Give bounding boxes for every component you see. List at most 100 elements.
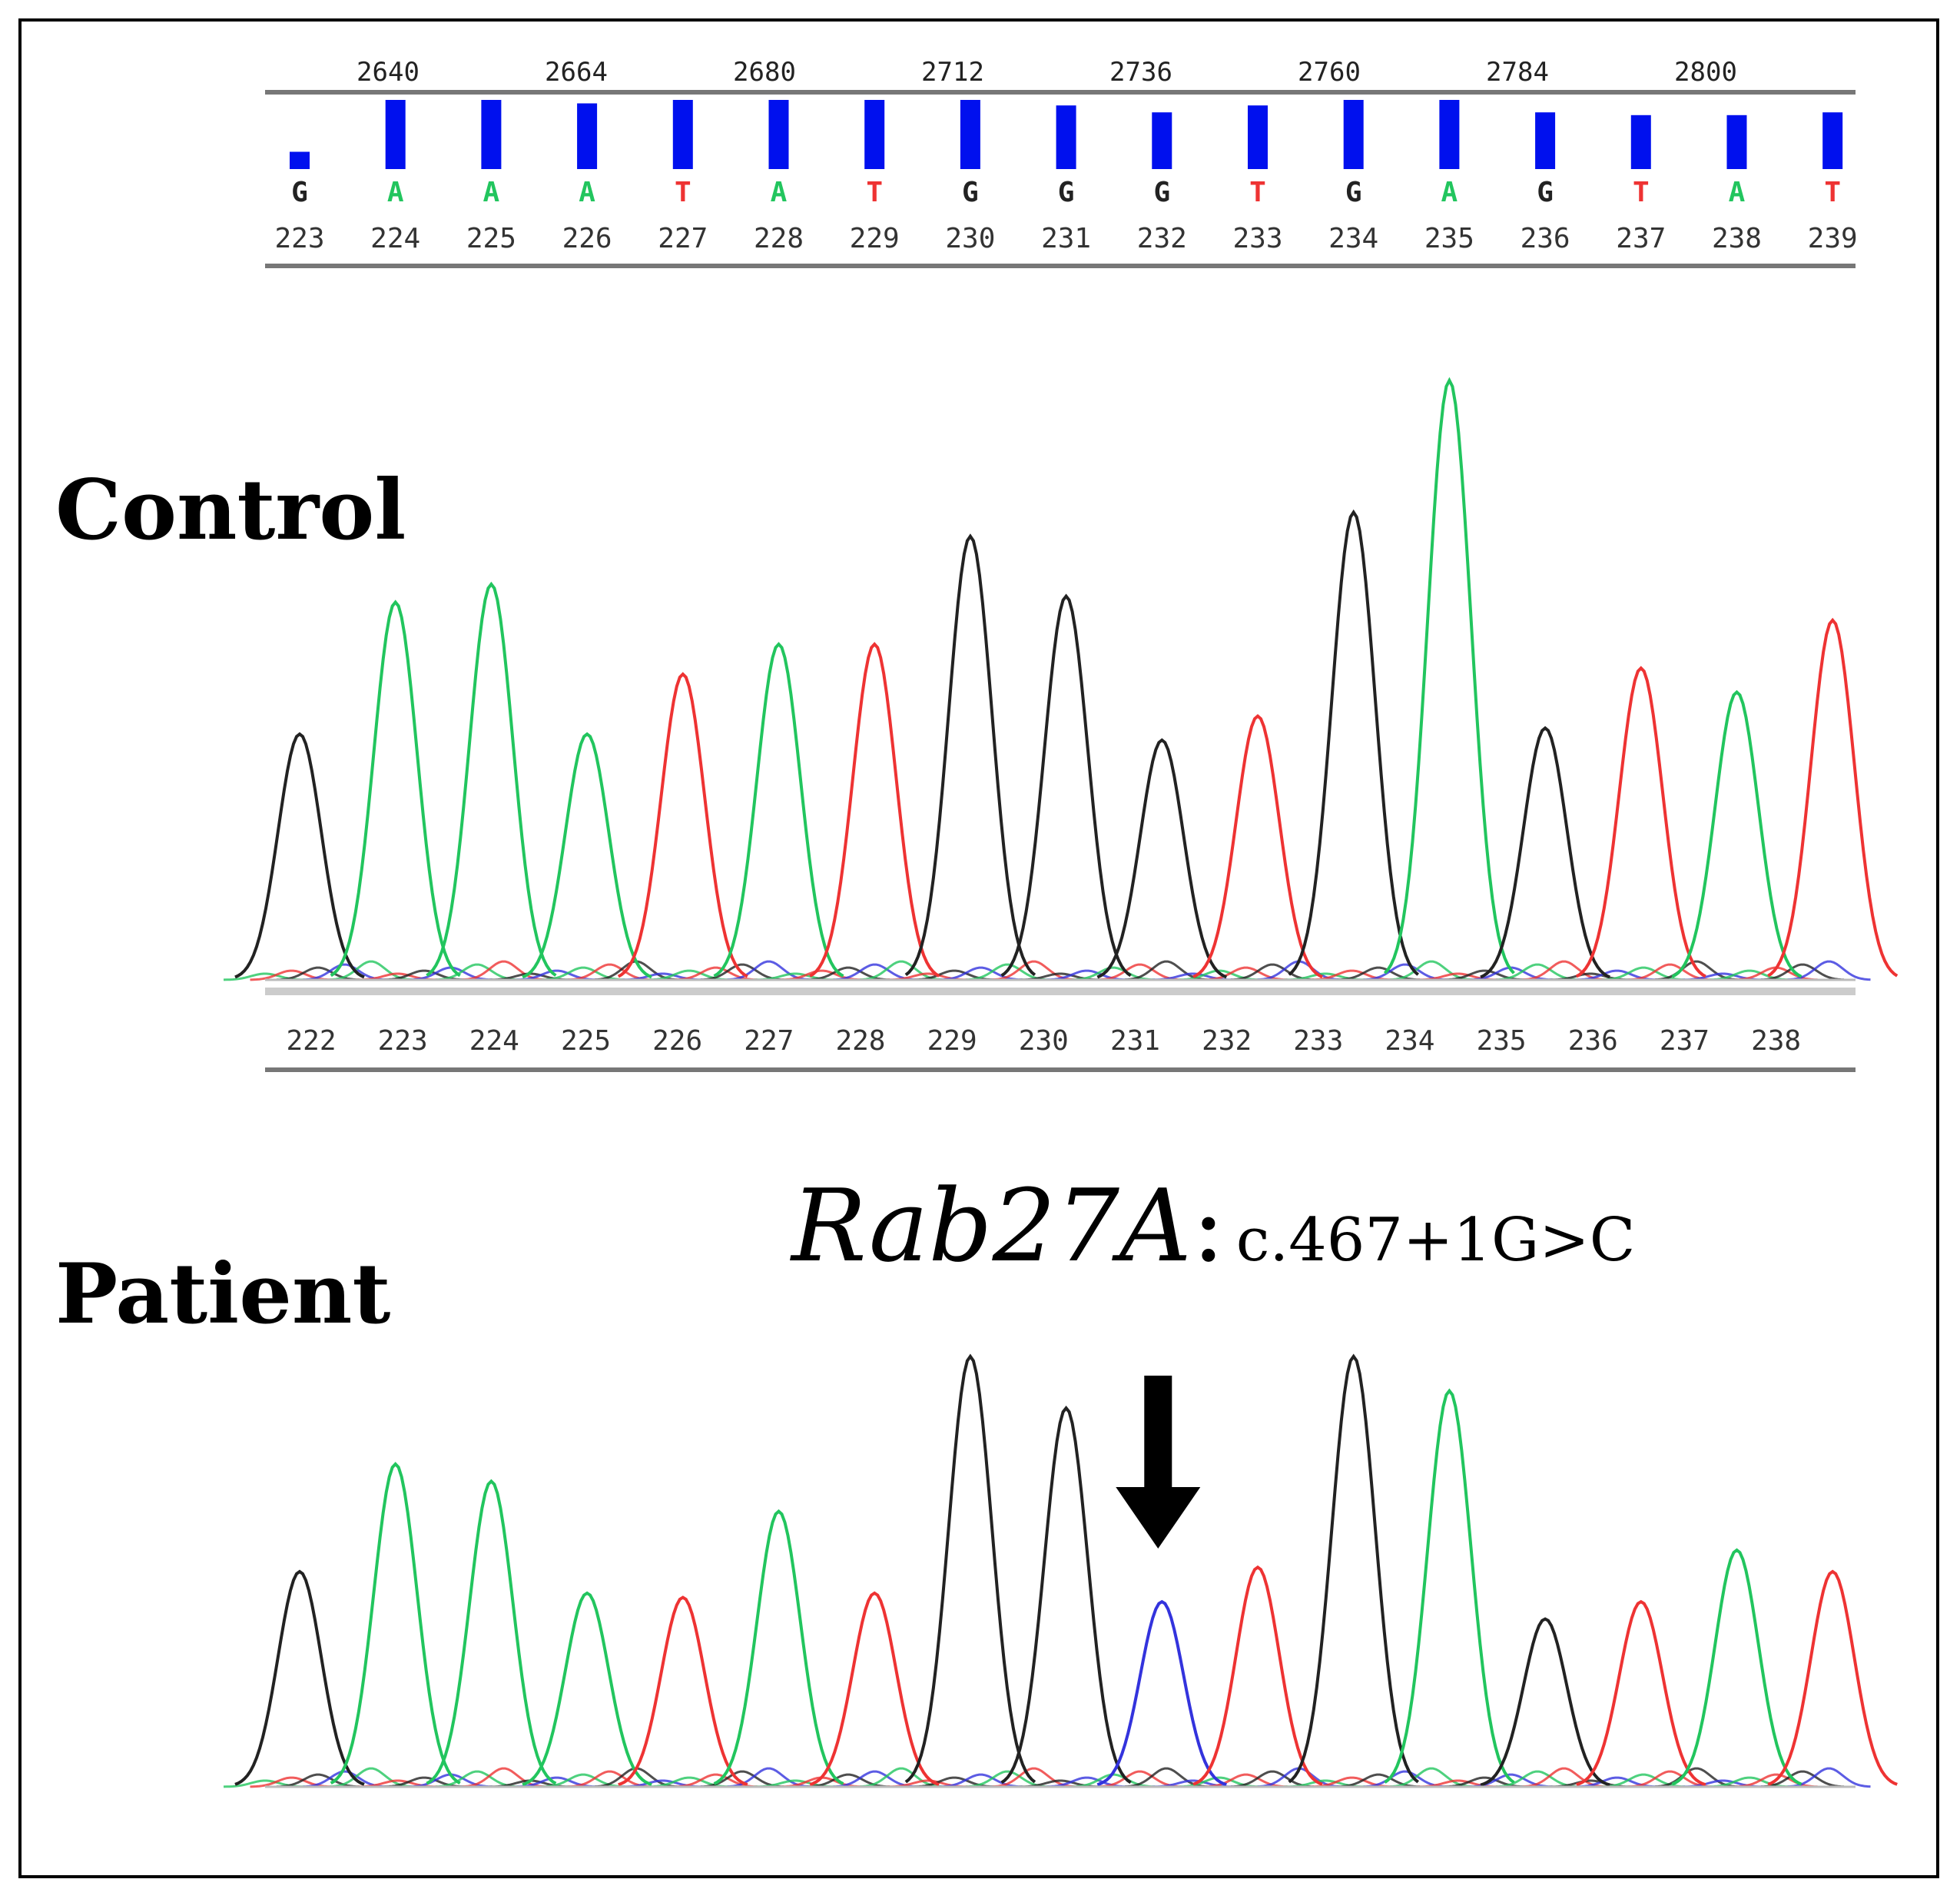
patient-noise [1045,1776,1129,1788]
base-call-A: A [483,177,500,208]
patient-peak-G [234,1569,365,1786]
control-noise [515,969,599,981]
control-noise [1204,966,1288,981]
bottom-number: 224 [469,1025,519,1057]
base-call-A: A [1729,177,1746,208]
patient-peak-A [1671,1548,1802,1786]
bottom-number: 225 [561,1025,611,1057]
base-number: 233 [1232,223,1282,254]
patient-noise [1177,1776,1262,1788]
base-call-G: G [1153,177,1170,208]
control-traces [223,377,1899,981]
control-peak-A [1671,689,1802,978]
quality-bar [1152,112,1172,169]
control-peak-T [1192,714,1323,978]
base-call-G: G [1537,177,1554,208]
control-peak-A [1383,377,1515,974]
control-noise [1310,969,1394,981]
base-call-A: A [387,177,404,208]
base-number: 232 [1137,223,1187,254]
base-call-G: G [1345,177,1362,208]
base-call-A: A [1441,177,1458,208]
quality-bar [960,100,980,169]
patient-noise [541,1773,625,1788]
base-call-T: T [675,177,691,208]
base-call-A: A [771,177,788,208]
patient-peak-T [1767,1569,1898,1786]
quality-bar [290,151,310,169]
top-ruler-tick: 2712 [921,57,984,88]
control-label: Control [55,462,406,559]
mutation-separator: : [1191,1167,1225,1284]
control-noise [674,966,758,981]
patient-peak-A [426,1479,557,1785]
mutation-label: Rab27A: c.467+1G>C [791,1176,1635,1276]
top-ruler-tick: 2664 [545,57,608,88]
control-noise [1760,963,1845,981]
patient-noise [1601,1773,1686,1788]
bottom-number: 232 [1202,1025,1252,1057]
patient-peak-G [1480,1617,1610,1787]
control-peak-T [1575,666,1706,978]
bottom-number: 230 [1019,1025,1069,1057]
patient-noise [939,1773,1023,1788]
base-number: 235 [1424,223,1474,254]
base-number: 229 [850,223,900,254]
patient-noise [1442,1776,1527,1788]
control-peak-A [330,599,461,978]
quality-bar [768,100,789,169]
top-ruler-tick: 2800 [1674,57,1737,88]
control-noise [1177,969,1262,981]
quality-bar [1726,115,1747,169]
base-number: 228 [754,223,804,254]
base-call-T: T [1633,177,1650,208]
patient-peak-T [1192,1565,1323,1786]
control-peak-T [617,672,748,978]
patient-noise [806,1773,890,1788]
base-call-T: T [1249,177,1266,208]
quality-bar [577,103,598,169]
control-peak-G [234,732,365,979]
patient-peak-G [904,1353,1036,1784]
base-number: 231 [1041,223,1091,254]
patient-noise [1787,1767,1871,1788]
control-noise [780,969,864,981]
control-noise [647,969,731,981]
patient-peak-G [1288,1353,1419,1784]
top-ruler-tick: 2680 [733,57,796,88]
bottom-number: 237 [1660,1025,1710,1057]
patient-noise [912,1776,997,1788]
base-number: 225 [466,223,516,254]
mutation-variant: c.467+1G>C [1235,1206,1636,1275]
base-number: 224 [370,223,420,254]
quality-bar [672,100,693,169]
control-peak-T [809,642,940,978]
patient-noise [1760,1770,1845,1788]
base-number: 239 [1808,223,1858,254]
control-noise [1071,966,1156,981]
bottom-number: 227 [744,1025,794,1057]
base-number: 226 [562,223,612,254]
control-noise [276,966,360,981]
bottom-number: 228 [835,1025,885,1057]
patient-noise [276,1773,360,1788]
base-number: 237 [1616,223,1666,254]
patient-noise [1336,1773,1421,1788]
control-noise [541,966,625,981]
quality-bar [1247,105,1268,169]
patient-peak-T [809,1591,940,1787]
patient-noise [1734,1773,1818,1788]
bottom-number: 234 [1385,1025,1434,1057]
quality-bar [385,100,406,169]
quality-bar [864,100,885,169]
patient-peak-A [1384,1388,1515,1784]
quality-bar [1343,100,1364,169]
quality-bar [1535,112,1556,169]
patient-noise [1310,1776,1394,1788]
top-ruler-tick: 2640 [357,57,420,88]
patient-noise [647,1776,731,1788]
control-peak-A [522,732,652,979]
